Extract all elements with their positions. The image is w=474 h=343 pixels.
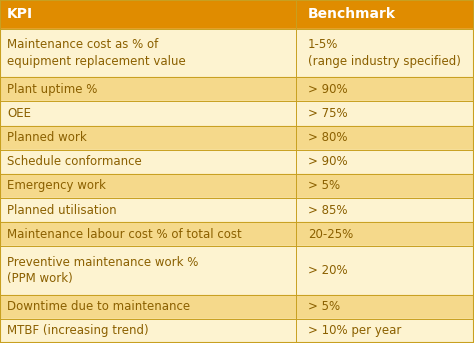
Bar <box>0 174 474 198</box>
Text: > 75%: > 75% <box>308 107 348 120</box>
Text: Downtime due to maintenance: Downtime due to maintenance <box>7 300 190 313</box>
Text: > 10% per year: > 10% per year <box>308 324 401 338</box>
Text: Planned utilisation: Planned utilisation <box>7 204 117 217</box>
Text: Maintenance cost as % of
equipment replacement value: Maintenance cost as % of equipment repla… <box>7 38 186 68</box>
Text: KPI: KPI <box>7 8 33 22</box>
Bar <box>0 319 474 343</box>
Bar <box>0 29 474 77</box>
Bar <box>0 295 474 319</box>
Text: Planned work: Planned work <box>7 131 87 144</box>
Bar <box>0 126 474 150</box>
Bar <box>0 246 474 295</box>
Text: Preventive maintenance work %
(PPM work): Preventive maintenance work % (PPM work) <box>7 256 199 285</box>
Bar <box>0 0 474 29</box>
Text: Emergency work: Emergency work <box>7 179 106 192</box>
Text: > 85%: > 85% <box>308 204 347 217</box>
Text: > 5%: > 5% <box>308 300 340 313</box>
Bar <box>0 150 474 174</box>
Text: Maintenance labour cost % of total cost: Maintenance labour cost % of total cost <box>7 228 242 241</box>
Text: OEE: OEE <box>7 107 31 120</box>
Text: > 90%: > 90% <box>308 83 348 96</box>
Bar <box>0 198 474 222</box>
Text: > 80%: > 80% <box>308 131 347 144</box>
Text: MTBF (increasing trend): MTBF (increasing trend) <box>7 324 149 338</box>
Text: > 20%: > 20% <box>308 264 348 277</box>
Text: 20-25%: 20-25% <box>308 228 353 241</box>
Bar <box>0 102 474 126</box>
Text: Plant uptime %: Plant uptime % <box>7 83 98 96</box>
Text: Schedule conformance: Schedule conformance <box>7 155 142 168</box>
Bar <box>0 222 474 246</box>
Text: Benchmark: Benchmark <box>308 8 396 22</box>
Text: > 5%: > 5% <box>308 179 340 192</box>
Text: 1-5%
(range industry specified): 1-5% (range industry specified) <box>308 38 461 68</box>
Text: > 90%: > 90% <box>308 155 348 168</box>
Bar <box>0 77 474 102</box>
